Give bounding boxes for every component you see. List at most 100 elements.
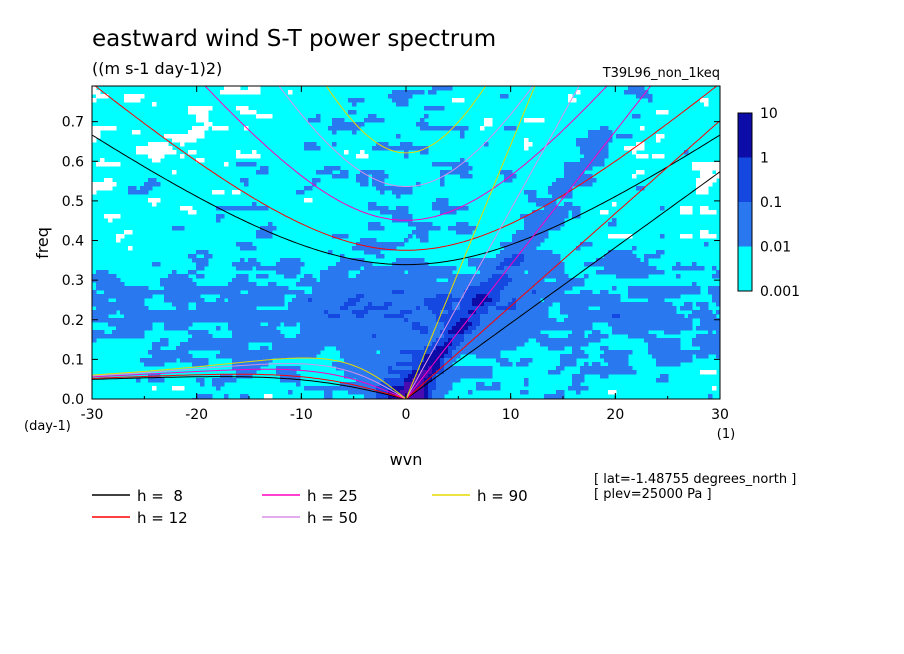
heatmap-cell bbox=[292, 270, 297, 275]
heatmap-cell bbox=[104, 298, 109, 303]
heatmap-cell bbox=[300, 290, 305, 295]
heatmap-cell bbox=[524, 230, 529, 235]
heatmap-cell bbox=[160, 278, 165, 283]
heatmap-cell bbox=[612, 250, 617, 255]
heatmap-cell bbox=[264, 310, 269, 315]
heatmap-cell bbox=[496, 322, 501, 327]
heatmap-cell bbox=[260, 170, 265, 175]
heatmap-cell bbox=[420, 230, 425, 235]
heatmap-cell bbox=[188, 346, 193, 351]
heatmap-cell bbox=[476, 322, 481, 327]
heatmap-cell bbox=[376, 338, 381, 343]
heatmap-cell bbox=[376, 314, 381, 319]
heatmap-cell bbox=[532, 194, 537, 199]
heatmap-cell bbox=[360, 354, 365, 359]
heatmap-cell bbox=[188, 278, 193, 283]
heatmap-cell bbox=[472, 226, 477, 231]
heatmap-cell bbox=[556, 274, 561, 279]
heatmap-cell bbox=[260, 314, 265, 319]
heatmap-cell bbox=[404, 354, 409, 359]
heatmap-cell bbox=[528, 250, 533, 255]
heatmap-cell bbox=[444, 318, 449, 323]
heatmap-cell bbox=[552, 298, 557, 303]
heatmap-cell bbox=[240, 374, 245, 379]
heatmap-cell bbox=[536, 202, 541, 207]
heatmap-cell bbox=[540, 286, 545, 291]
heatmap-cell bbox=[432, 282, 437, 287]
heatmap-cell bbox=[468, 294, 473, 299]
heatmap-cell bbox=[500, 330, 505, 335]
heatmap-cell bbox=[392, 186, 397, 191]
heatmap-cell bbox=[296, 306, 301, 311]
heatmap-cell bbox=[244, 346, 249, 351]
heatmap-cell bbox=[684, 354, 689, 359]
heatmap-cell bbox=[616, 262, 621, 267]
heatmap-cell bbox=[364, 334, 369, 339]
heatmap-cell bbox=[664, 110, 669, 115]
heatmap-cell bbox=[156, 314, 161, 319]
heatmap-cell bbox=[276, 342, 281, 347]
heatmap-cell bbox=[532, 190, 537, 195]
heatmap-cell bbox=[692, 166, 697, 171]
heatmap-cell bbox=[684, 350, 689, 355]
heatmap-cell bbox=[568, 298, 573, 303]
heatmap-cell bbox=[524, 258, 529, 263]
heatmap-cell bbox=[236, 206, 241, 211]
heatmap-cell bbox=[308, 294, 313, 299]
heatmap-cell bbox=[192, 338, 197, 343]
heatmap-cell bbox=[400, 382, 405, 387]
heatmap-cell bbox=[508, 314, 513, 319]
heatmap-cell bbox=[112, 306, 117, 311]
heatmap-cell bbox=[204, 362, 209, 367]
heatmap-cell bbox=[208, 318, 213, 323]
heatmap-cell bbox=[104, 282, 109, 287]
heatmap-cell bbox=[356, 262, 361, 267]
heatmap-cell bbox=[456, 370, 461, 375]
heatmap-cell bbox=[584, 154, 589, 159]
heatmap-cell bbox=[228, 282, 233, 287]
heatmap-cell bbox=[352, 290, 357, 295]
heatmap-cell bbox=[444, 358, 449, 363]
heatmap-cell bbox=[600, 298, 605, 303]
heatmap-cell bbox=[252, 302, 257, 307]
heatmap-cell bbox=[244, 314, 249, 319]
heatmap-cell bbox=[616, 318, 621, 323]
heatmap-cell bbox=[356, 154, 361, 159]
heatmap-cell bbox=[432, 270, 437, 275]
heatmap-cell bbox=[424, 314, 429, 319]
heatmap-cell bbox=[352, 350, 357, 355]
heatmap-cell bbox=[540, 270, 545, 275]
heatmap-cell bbox=[444, 338, 449, 343]
heatmap-cell bbox=[148, 350, 153, 355]
heatmap-cell bbox=[420, 390, 425, 395]
heatmap-cell bbox=[344, 346, 349, 351]
heatmap-cell bbox=[360, 390, 365, 395]
heatmap-cell bbox=[396, 354, 401, 359]
heatmap-cell bbox=[620, 322, 625, 327]
heatmap-cell bbox=[636, 90, 641, 95]
heatmap-cell bbox=[508, 302, 513, 307]
heatmap-cell bbox=[680, 350, 685, 355]
heatmap-cell bbox=[244, 394, 249, 399]
x-tick-label: -10 bbox=[290, 407, 313, 423]
heatmap-cell bbox=[708, 162, 713, 167]
heatmap-cell bbox=[488, 370, 493, 375]
heatmap-cell bbox=[368, 206, 373, 211]
heatmap-cell bbox=[220, 290, 225, 295]
heatmap-cell bbox=[688, 318, 693, 323]
heatmap-cell bbox=[532, 242, 537, 247]
heatmap-cell bbox=[584, 322, 589, 327]
heatmap-cell bbox=[224, 342, 229, 347]
heatmap-cell bbox=[528, 142, 533, 147]
heatmap-cell bbox=[276, 302, 281, 307]
heatmap-cell bbox=[268, 114, 273, 119]
heatmap-cell bbox=[636, 258, 641, 263]
heatmap-cell bbox=[576, 278, 581, 283]
heatmap-cell bbox=[360, 270, 365, 275]
heatmap-cell bbox=[500, 318, 505, 323]
heatmap-cell bbox=[152, 178, 157, 183]
heatmap-cell bbox=[440, 302, 445, 307]
heatmap-cell bbox=[556, 370, 561, 375]
heatmap-cell bbox=[296, 338, 301, 343]
heatmap-cell bbox=[416, 270, 421, 275]
